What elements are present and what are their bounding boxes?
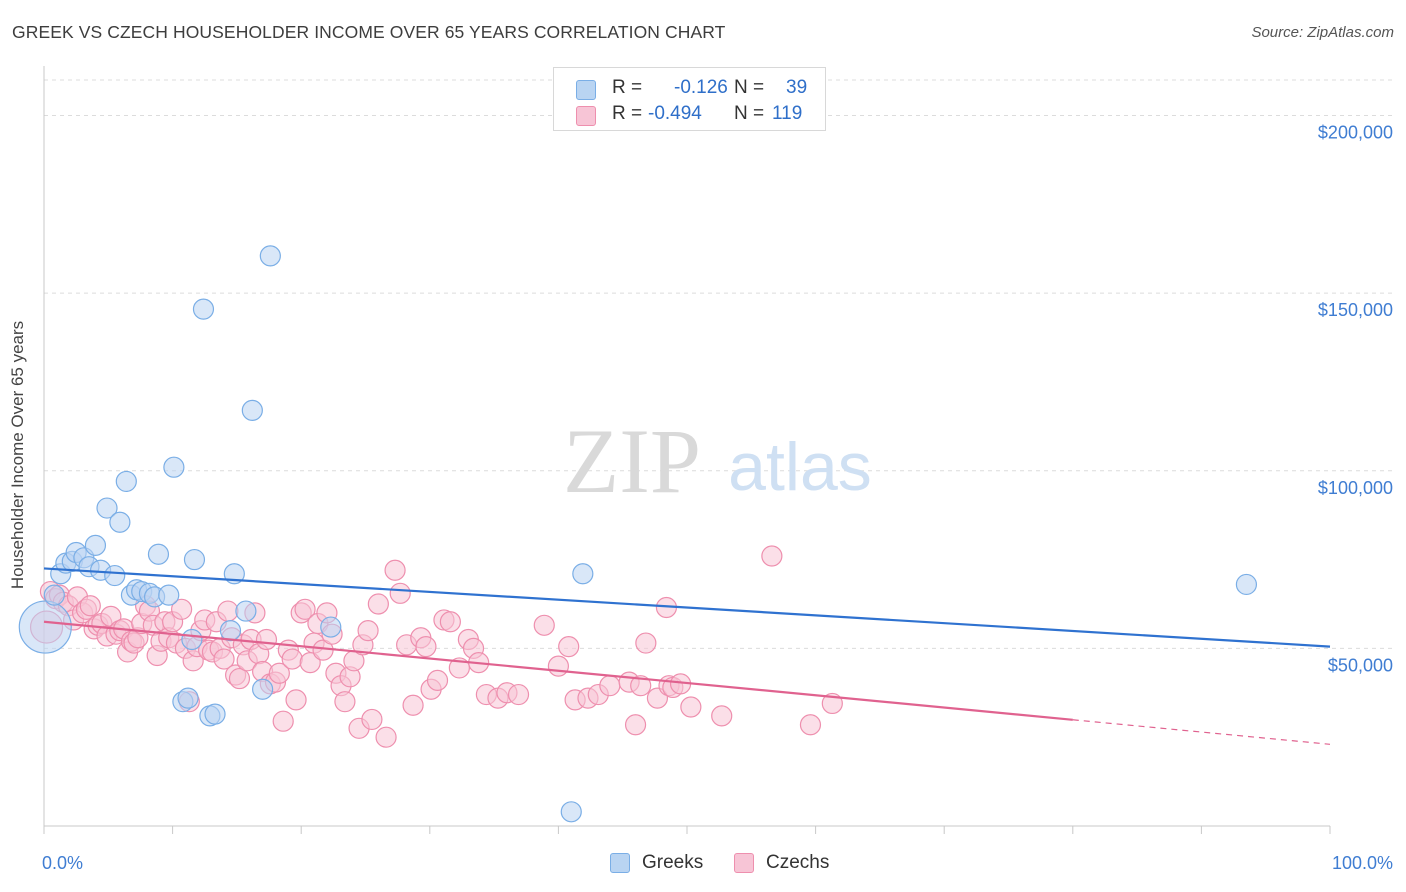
- czechs-point-45: [217, 600, 239, 622]
- greeks-point-25: [183, 548, 206, 571]
- czechs-point-108: [624, 714, 647, 736]
- greeks-point-21: [163, 456, 185, 478]
- czechs-point-81: [375, 726, 397, 748]
- greeks-point-11: [104, 564, 126, 587]
- greeks-legend-swatch: [610, 853, 630, 873]
- czechs-point-33: [171, 598, 193, 620]
- greeks-n-value: 39: [786, 77, 808, 98]
- watermark-atlas: atlas: [728, 429, 872, 505]
- czechs-point-55: [255, 628, 278, 651]
- greeks-point-26: [192, 298, 215, 320]
- czechs-r-value: -0.494: [648, 103, 702, 124]
- czechs-point-61: [281, 648, 303, 670]
- czechs-point-64: [294, 598, 316, 620]
- czechs-swatch: [576, 106, 596, 126]
- greeks-point-20: [158, 584, 180, 606]
- czechs-trend-extension: [1072, 719, 1331, 745]
- series-greeks: [18, 245, 1258, 823]
- correlation-legend: R = -0.126 N = 39 R = -0.494 N = 119: [553, 67, 826, 131]
- czechs-point-82: [384, 559, 406, 581]
- czechs-point-44: [213, 648, 235, 670]
- axis-labels: $50,000 $100,000 $150,000 $200,000 0.0% 100.0…: [42, 123, 1393, 873]
- y-tick-label-2: $150,000: [1318, 300, 1393, 320]
- x-tick-label-0: 0.0%: [42, 853, 83, 873]
- czechs-n-value: 119: [772, 103, 803, 124]
- czechs-point-117: [711, 705, 733, 727]
- greeks-point-23: [177, 687, 199, 709]
- watermark: ZIP atlas: [563, 410, 872, 512]
- greeks-r-value: -0.126: [674, 77, 728, 98]
- czechs-point-10: [79, 595, 101, 617]
- greeks-point-8: [84, 534, 107, 556]
- czechs-point-119: [799, 714, 822, 736]
- czechs-point-109: [630, 675, 652, 697]
- greeks-point-33: [252, 678, 274, 700]
- greeks-point-12: [109, 511, 131, 533]
- greeks-n-label: N =: [734, 77, 765, 98]
- czechs-point-62: [285, 689, 307, 711]
- gridlines: [44, 79, 1394, 649]
- czechs-point-89: [426, 669, 449, 691]
- greeks-point-31: [235, 600, 257, 622]
- czechs-point-99: [507, 683, 530, 706]
- series-czechs: [29, 545, 843, 748]
- greeks-point-24: [181, 628, 203, 651]
- czechs-point-102: [558, 636, 580, 658]
- czechs-point-85: [402, 694, 424, 716]
- scatter-points: [18, 245, 1258, 823]
- greeks-r-label: R =: [612, 77, 643, 98]
- czechs-point-80: [367, 593, 389, 615]
- czechs-point-110: [635, 632, 657, 654]
- source-label: Source: ZipAtlas.com: [1251, 24, 1394, 41]
- greeks-point-36: [560, 801, 582, 823]
- greeks-swatch: [576, 80, 596, 100]
- axes: [43, 66, 1331, 834]
- czechs-n-label: N =: [734, 103, 765, 124]
- czechs-legend-label: Czechs: [766, 852, 830, 873]
- greeks-trend-line: [43, 567, 1331, 648]
- greeks-point-1: [43, 584, 65, 606]
- greeks-point-19: [147, 543, 170, 565]
- greeks-point-10: [96, 497, 118, 519]
- greeks-point-32: [241, 399, 263, 421]
- czechs-point-116: [680, 696, 702, 718]
- greeks-point-0: [18, 600, 72, 654]
- greeks-legend-label: Greeks: [642, 852, 704, 873]
- czechs-point-59: [272, 710, 294, 732]
- czechs-point-48: [228, 667, 251, 690]
- greeks-point-28: [204, 703, 226, 725]
- y-tick-label-1: $100,000: [1318, 478, 1393, 498]
- greeks-point-34: [259, 245, 281, 267]
- czechs-trend-line: [43, 620, 1073, 721]
- watermark-zip: ZIP: [563, 410, 701, 512]
- greeks-point-35: [320, 616, 342, 638]
- y-tick-label-0: $50,000: [1328, 655, 1393, 675]
- czechs-point-79: [361, 708, 383, 731]
- greeks-point-37: [572, 563, 594, 585]
- czechs-point-83: [389, 582, 411, 604]
- greeks-point-13: [115, 470, 137, 493]
- czechs-point-78: [357, 620, 379, 642]
- y-axis-title: Householder Income Over 65 years: [8, 320, 27, 590]
- czechs-point-101: [547, 655, 570, 677]
- czechs-point-100: [533, 614, 555, 636]
- czechs-point-92: [448, 657, 470, 679]
- x-tick-label-1: 100.0%: [1332, 853, 1393, 873]
- czechs-point-106: [599, 675, 621, 697]
- chart-title: GREEK VS CZECH HOUSEHOLDER INCOME OVER 6…: [12, 22, 726, 42]
- czechs-point-91: [439, 611, 461, 633]
- greeks-point-38: [1235, 573, 1258, 596]
- czechs-point-87: [415, 636, 437, 658]
- greeks-point-29: [219, 620, 242, 642]
- czechs-point-58: [268, 662, 290, 684]
- y-tick-label-3: $200,000: [1318, 123, 1393, 143]
- trend-lines: [43, 567, 1331, 745]
- czechs-r-label: R =: [612, 103, 643, 124]
- czechs-point-118: [761, 545, 783, 567]
- czechs-point-73: [334, 691, 356, 713]
- czechs-legend-swatch: [734, 853, 754, 873]
